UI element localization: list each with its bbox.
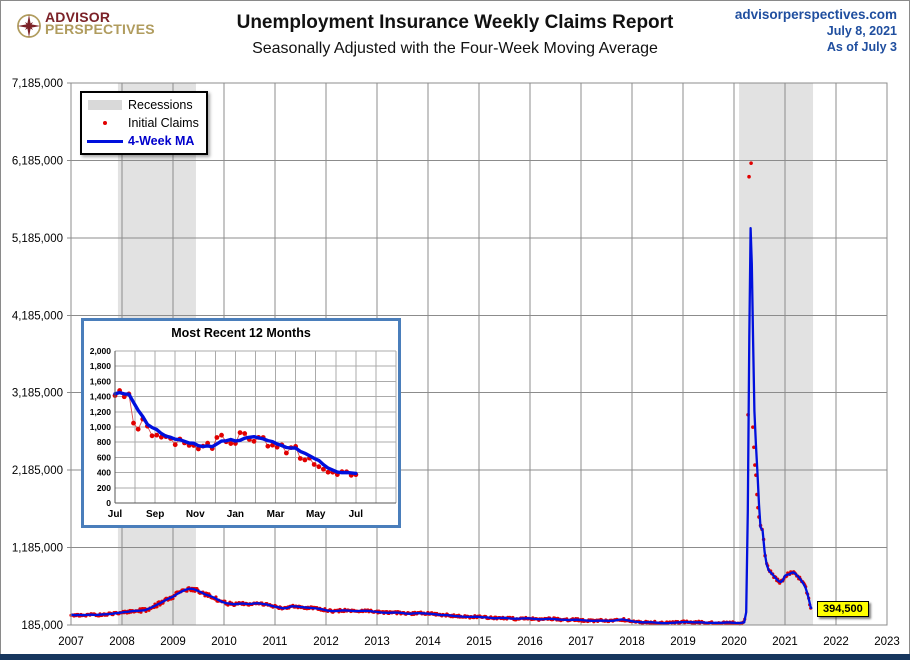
legend-item-recessions: Recessions xyxy=(82,96,206,113)
inset-y-label: 0 xyxy=(106,498,111,508)
y-axis-label: 6,185,000 xyxy=(12,155,63,167)
inset-x-label: Nov xyxy=(186,509,205,520)
ma-line-swatch xyxy=(82,139,128,143)
y-axis-label: 1,185,000 xyxy=(12,543,63,555)
chart-title: Unemployment Insurance Weekly Claims Rep… xyxy=(236,12,674,33)
legend-ma-label: 4-Week MA xyxy=(128,134,195,149)
chart-legend: Recessions Initial Claims 4-Week MA xyxy=(80,91,208,155)
report-date: July 8, 2021 xyxy=(826,24,897,38)
x-axis-label: 2016 xyxy=(517,636,543,648)
logo-perspectives-text: PERSPECTIVES xyxy=(45,21,155,37)
x-axis-label: 2008 xyxy=(109,636,135,648)
x-axis-label: 2010 xyxy=(211,636,237,648)
y-axis-label: 7,185,000 xyxy=(12,78,63,90)
inset-y-label: 2,000 xyxy=(90,346,112,356)
y-axis-label: 3,185,000 xyxy=(12,388,63,400)
x-axis-label: 2013 xyxy=(364,636,390,648)
site-link[interactable]: advisorperspectives.com xyxy=(734,7,897,22)
inset-y-label: 1,600 xyxy=(90,376,112,386)
inset-x-label: Jan xyxy=(227,509,244,520)
inset-y-label: 600 xyxy=(97,452,111,462)
legend-recessions-label: Recessions xyxy=(128,97,193,112)
inset-x-label: Jul xyxy=(108,509,123,520)
x-axis-label: 2012 xyxy=(313,636,339,648)
as-of-date: As of July 3 xyxy=(826,40,897,54)
x-axis-label: 2019 xyxy=(670,636,696,648)
inset-ma-line xyxy=(113,390,358,476)
inset-x-label: Mar xyxy=(267,509,285,520)
bottom-accent-bar xyxy=(0,654,910,660)
x-axis-label: 2018 xyxy=(619,636,645,648)
inset-y-label: 1,400 xyxy=(90,392,112,402)
x-axis-label: 2023 xyxy=(874,636,900,648)
legend-item-4week-ma: 4-Week MA xyxy=(82,133,206,150)
report-info: advisorperspectives.com July 8, 2021 As … xyxy=(735,7,897,55)
recession-band-swatch xyxy=(82,99,128,110)
inset-y-label: 400 xyxy=(97,468,111,478)
x-axis-label: 2021 xyxy=(772,636,798,648)
legend-item-initial-claims: Initial Claims xyxy=(82,115,206,132)
inset-y-label: 1,000 xyxy=(90,422,112,432)
inset-gridlines xyxy=(114,350,397,504)
ma-line xyxy=(70,227,813,625)
x-axis-label: 2015 xyxy=(466,636,492,648)
inset-x-label: Sep xyxy=(146,509,164,520)
y-axis-label: 5,185,000 xyxy=(12,233,63,245)
inset-y-label: 200 xyxy=(97,483,111,493)
inset-x-label: Jul xyxy=(349,509,364,520)
claims-dot-swatch xyxy=(82,121,128,125)
advisor-perspectives-logo: ADVISOR PERSPECTIVES xyxy=(16,9,155,39)
x-axis-label: 2022 xyxy=(823,636,849,648)
y-axis-labels: 185,000 1,185,000 2,185,000 3,185,000 4,185,… xyxy=(12,78,63,632)
chart-subtitle: Seasonally Adjusted with the Four-Week M… xyxy=(252,40,658,57)
inset-y-labels: 0 200 400 600 800 1,000 1,200 1,400 1,600 1,800 2,… xyxy=(90,346,112,508)
y-axis-label: 4,185,000 xyxy=(12,310,63,322)
inset-chart: Most Recent 12 Months 0 200 400 600 800 1,000… xyxy=(81,318,401,528)
logo-advisor-text: ADVISOR xyxy=(45,9,111,25)
compass-logo-icon xyxy=(17,14,41,38)
x-axis-label: 2011 xyxy=(263,636,288,648)
inset-y-label: 800 xyxy=(97,437,111,447)
inset-y-label: 1,800 xyxy=(90,361,112,371)
legend-claims-label: Initial Claims xyxy=(128,116,199,130)
y-axis-label: 2,185,000 xyxy=(12,465,63,477)
x-axis-label: 2014 xyxy=(415,636,441,648)
y-axis-label: 185,000 xyxy=(21,620,63,632)
x-axis-label: 2009 xyxy=(160,636,186,648)
x-axis-label: 2020 xyxy=(721,636,747,648)
inset-plot: 0 200 400 600 800 1,000 1,200 1,400 1,600 1,800 2,… xyxy=(90,346,397,520)
latest-value-callout: 394,500 xyxy=(817,601,869,617)
x-axis-labels: 2007 2008 2009 2010 2011 2012 2013 2014 2015 2016… xyxy=(58,636,900,648)
x-axis-label: 2017 xyxy=(568,636,594,648)
inset-x-labels: Jul Sep Nov Jan Mar May Jul xyxy=(108,509,364,520)
inset-x-label: May xyxy=(306,509,326,520)
x-axis-label: 2007 xyxy=(58,636,84,648)
inset-y-label: 1,200 xyxy=(90,407,112,417)
inset-title: Most Recent 12 Months xyxy=(171,326,311,340)
plot-border xyxy=(70,82,888,626)
